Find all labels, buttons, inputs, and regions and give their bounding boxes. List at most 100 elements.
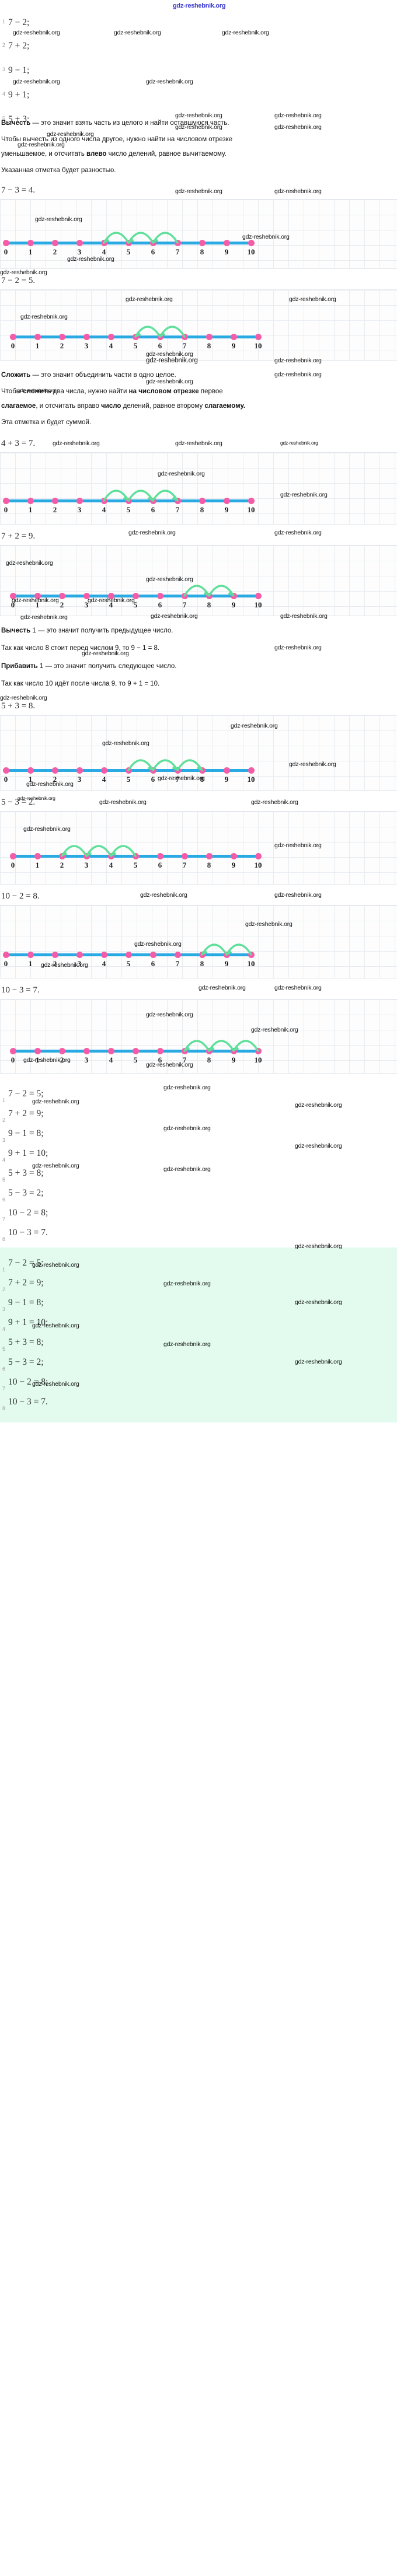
number-line-tick-label: 8 bbox=[200, 505, 204, 515]
add-rule-addend: слагаемое bbox=[1, 403, 36, 410]
number-line-tick-dot bbox=[206, 334, 213, 341]
number-line-tick-dot bbox=[9, 334, 16, 341]
number-line-tick-dot bbox=[34, 1048, 41, 1055]
number-line-tick-label: 8 bbox=[200, 959, 204, 969]
answer-number: 4 bbox=[2, 1157, 6, 1163]
number-line-tick-label: 0 bbox=[4, 775, 8, 784]
number-line-tick-label: 8 bbox=[200, 775, 204, 784]
answer-row-highlighted: 1 7 − 2 = 5; bbox=[0, 1253, 397, 1273]
jump-arcs bbox=[103, 490, 179, 502]
number-line-tick-label: 6 bbox=[158, 861, 162, 870]
answer-number: 8 bbox=[2, 1236, 6, 1243]
number-line-tick-dot bbox=[107, 334, 114, 341]
number-line-tick-dot bbox=[230, 334, 237, 341]
task-item: 2 7 + 2; bbox=[0, 41, 29, 51]
add-definition-text: — это значит объединить части в одно цел… bbox=[30, 372, 176, 379]
number-line-tick-label: 8 bbox=[207, 861, 211, 870]
number-line-tick-label: 0 bbox=[4, 247, 8, 257]
number-line-tick-label: 4 bbox=[102, 775, 106, 784]
number-line-tick-label: 4 bbox=[102, 959, 106, 969]
add-rule-verb: сложить bbox=[23, 387, 51, 395]
number-line-tick-label: 4 bbox=[102, 505, 106, 515]
number-line-tick-label: 7 bbox=[182, 341, 187, 351]
number-line-tick-dot bbox=[125, 952, 132, 959]
answer-number: 7 bbox=[2, 1386, 6, 1392]
number-line-tick-dot bbox=[181, 853, 188, 860]
number-line-tick-label: 7 bbox=[182, 1055, 187, 1065]
number-line-tick-dot bbox=[34, 593, 41, 600]
site-watermark: gdz-reshebnik.org bbox=[146, 351, 193, 358]
number-line-tick-label: 7 bbox=[182, 600, 187, 610]
answer-row-highlighted: 2 7 + 2 = 9; bbox=[0, 1273, 397, 1293]
solution-equation: 4 + 3 = 7. bbox=[1, 439, 36, 449]
number-line-tick-label: 0 bbox=[4, 959, 8, 969]
number-line-tick-label: 2 bbox=[60, 341, 64, 351]
add-rule-a: Чтобы bbox=[1, 387, 23, 395]
task-expression: 9 + 1; bbox=[8, 90, 30, 100]
answer-number: 6 bbox=[2, 1197, 6, 1203]
number-line-tick-dot bbox=[51, 240, 58, 247]
add-rule-c: два числа, нужно найти bbox=[51, 387, 129, 395]
site-watermark: gdz-reshebnik.org bbox=[23, 826, 71, 833]
answer-number: 5 bbox=[2, 1177, 6, 1183]
number-line-tick-dot bbox=[223, 767, 230, 774]
site-watermark: gdz-reshebnik.org bbox=[126, 296, 173, 303]
number-line-tick-label: 0 bbox=[11, 1055, 15, 1065]
number-line-tick-label: 3 bbox=[77, 959, 82, 969]
number-line-tick-dot bbox=[83, 334, 90, 341]
plus-one-example: Так как число 10 идёт после числа 9, то … bbox=[1, 680, 160, 687]
number-line-tick-label: 2 bbox=[60, 1055, 64, 1065]
number-line-tick-dot bbox=[132, 593, 139, 600]
number-line-tick-label: 4 bbox=[109, 1055, 113, 1065]
answer-expression: 5 − 3 = 2; bbox=[8, 1357, 44, 1368]
answer-expression: 5 + 3 = 8; bbox=[8, 1337, 44, 1348]
task-expression: 9 − 1; bbox=[8, 65, 30, 75]
number-line-tick-dot bbox=[149, 952, 156, 959]
site-watermark: gdz-reshebnik.org bbox=[274, 842, 322, 850]
number-line-tick-dot bbox=[223, 498, 230, 505]
solution-equation: 5 + 3 = 8. bbox=[1, 701, 36, 711]
site-watermark: gdz-reshebnik.org bbox=[274, 112, 322, 119]
minus-one-definition: Вычесть 1 — это значит получить предыдущ… bbox=[1, 627, 395, 636]
task-number: 3 bbox=[2, 67, 6, 72]
site-watermark: gdz-reshebnik.org bbox=[158, 775, 205, 782]
minus-one-term: Вычесть bbox=[1, 627, 31, 635]
add-rule-line2: слагаемое, и отсчитать вправо число деле… bbox=[1, 402, 395, 411]
add-rule-addend2: слагаемому. bbox=[204, 403, 246, 410]
subtract-rule-line3: Указанная отметка будет разностью. bbox=[1, 166, 116, 174]
solution-equation: 7 − 3 = 4. bbox=[1, 186, 36, 195]
add-definition: Сложить — это значит объединить части в … bbox=[1, 371, 395, 380]
number-line-tick-label: 7 bbox=[175, 247, 180, 257]
number-line-tick-label: 10 bbox=[254, 861, 262, 870]
add-rule-2b: , и отсчитать вправо bbox=[36, 403, 102, 410]
number-line-diagram: 0 1 2 3 4 5 6 7 8 9 10 gdz-reshebnik.org gdz-resheb… bbox=[0, 545, 397, 617]
site-watermark: gdz-reshebnik.org bbox=[114, 29, 161, 36]
number-line-tick-dot bbox=[83, 593, 90, 600]
add-rule-2d: делений, равное второму bbox=[121, 403, 205, 410]
number-line-tick-label: 3 bbox=[84, 600, 89, 610]
task-expression: 7 + 2; bbox=[8, 41, 30, 51]
subtract-definition-term: Вычесть bbox=[1, 120, 31, 127]
answer-number: 7 bbox=[2, 1217, 6, 1223]
answer-number: 6 bbox=[2, 1366, 6, 1372]
site-watermark: gdz-reshebnik.org bbox=[0, 694, 47, 702]
number-line-tick-label: 1 bbox=[35, 341, 40, 351]
number-line-tick-label: 4 bbox=[109, 341, 113, 351]
number-line-tick-dot bbox=[51, 767, 58, 774]
solution-page: gdz-reshebnik.org 1 7 − 2; 2 7 + 2; 3 9 … bbox=[0, 2, 397, 1423]
number-line-diagram: 0 1 2 3 4 5 6 7 8 9 10 gdz-reshebnik.org gdz-resheb… bbox=[0, 199, 397, 270]
site-watermark: gdz-reshebnik.org bbox=[26, 781, 74, 788]
number-line-tick-label: 10 bbox=[254, 341, 262, 351]
number-line-tick-label: 0 bbox=[11, 341, 15, 351]
answer-number: 3 bbox=[2, 1137, 6, 1144]
subtract-definition: Вычесть — это значит взять часть из цело… bbox=[1, 119, 395, 128]
number-line-tick-dot bbox=[51, 952, 58, 959]
number-line-tick-label: 0 bbox=[4, 505, 8, 515]
number-line-tick-label: 9 bbox=[231, 1055, 236, 1065]
number-line-tick-label: 3 bbox=[84, 1055, 89, 1065]
number-line-tick-dot bbox=[27, 952, 34, 959]
site-watermark: gdz-reshebnik.org bbox=[67, 256, 114, 263]
number-line-diagram: 0 1 2 3 4 5 6 7 8 9 10 gdz-reshebnik.org gdz-resheb… bbox=[0, 289, 397, 361]
number-line-tick-dot bbox=[100, 952, 107, 959]
answer-row-highlighted: 7 10 − 2 = 8; bbox=[0, 1372, 397, 1392]
